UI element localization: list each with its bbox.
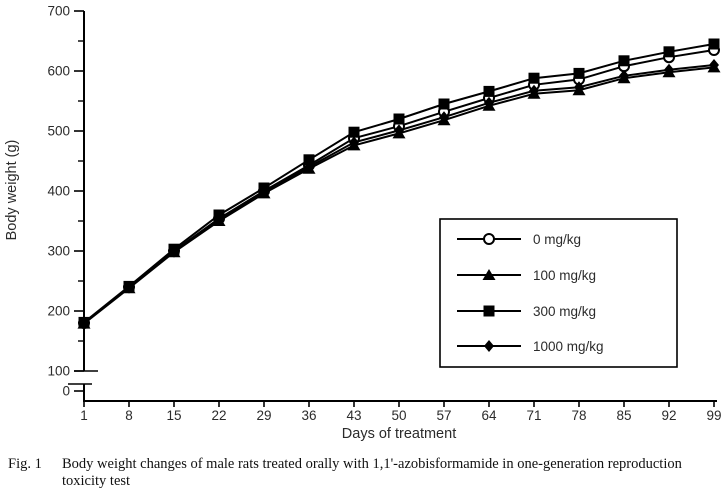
svg-text:300: 300 xyxy=(47,244,70,259)
y-axis-title: Body weight (g) xyxy=(4,140,20,241)
svg-text:43: 43 xyxy=(346,408,361,423)
svg-text:200: 200 xyxy=(47,304,70,319)
svg-text:99: 99 xyxy=(706,408,721,423)
svg-text:78: 78 xyxy=(571,408,586,423)
legend-label: 1000 mg/kg xyxy=(533,339,604,354)
series-300-mg-kg xyxy=(78,38,720,328)
legend-box xyxy=(439,218,678,368)
svg-text:700: 700 xyxy=(47,4,70,19)
legend-label: 0 mg/kg xyxy=(533,232,581,247)
svg-text:Days of treatment: Days of treatment xyxy=(342,426,456,442)
legend-label: 100 mg/kg xyxy=(533,268,596,283)
svg-text:Body weight (g): Body weight (g) xyxy=(4,140,20,241)
svg-text:400: 400 xyxy=(47,184,70,199)
svg-text:1: 1 xyxy=(80,408,88,423)
svg-text:57: 57 xyxy=(436,408,451,423)
legend-label: 300 mg/kg xyxy=(533,304,596,319)
svg-text:85: 85 xyxy=(616,408,631,423)
svg-text:64: 64 xyxy=(481,408,497,423)
svg-text:15: 15 xyxy=(166,408,181,423)
x-axis-title: Days of treatment xyxy=(342,426,456,442)
y-axis-break xyxy=(68,370,98,395)
svg-text:71: 71 xyxy=(526,408,541,423)
figure-caption-label: Fig. 1 xyxy=(8,456,42,472)
figure-caption: Fig. 1 Body weight changes of male rats … xyxy=(0,452,724,490)
svg-text:600: 600 xyxy=(47,64,70,79)
legend: 0 mg/kg 100 mg/kg 300 mg/kg 1000 mg/kg xyxy=(439,218,678,368)
svg-text:22: 22 xyxy=(211,408,226,423)
svg-text:100: 100 xyxy=(47,364,70,379)
svg-text:8: 8 xyxy=(125,408,133,423)
figure-caption-text: Body weight changes of male rats treated… xyxy=(62,456,682,489)
svg-text:0: 0 xyxy=(62,384,70,399)
svg-text:29: 29 xyxy=(256,408,271,423)
svg-text:92: 92 xyxy=(661,408,676,423)
svg-text:500: 500 xyxy=(47,124,70,139)
x-axis: 1 8 15 22 29 36 43 50 57 64 71 78 85 92 99 xyxy=(80,394,722,423)
svg-text:36: 36 xyxy=(301,408,316,423)
svg-text:50: 50 xyxy=(391,408,406,423)
y-axis: 0 100 200 300 400 500 600 700 xyxy=(47,4,85,399)
